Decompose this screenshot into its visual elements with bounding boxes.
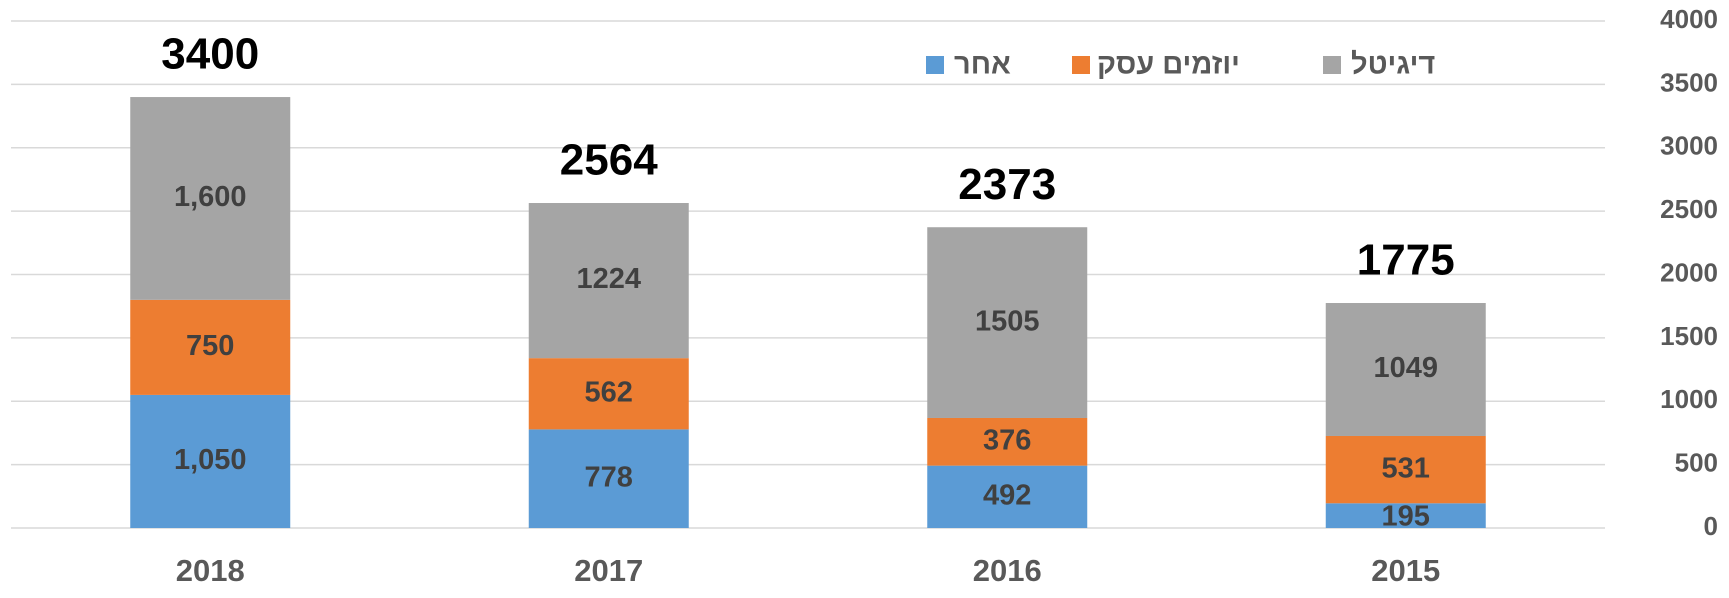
- y-tick-label: 2500: [1660, 194, 1718, 224]
- legend-label: יוזמים עסק: [1097, 49, 1240, 81]
- legend-label: דיגיטל: [1351, 49, 1435, 81]
- legend-swatch: [1072, 56, 1090, 74]
- y-tick-label: 3000: [1660, 131, 1718, 161]
- bar-segment: [130, 394, 291, 528]
- y-tick-label: 2000: [1660, 257, 1718, 287]
- y-tick-label: 1000: [1660, 384, 1718, 414]
- data-label: 1049: [1373, 352, 1438, 384]
- bar-segment: [130, 97, 291, 300]
- data-label: 1505: [975, 305, 1040, 337]
- bar-segment: [927, 227, 1088, 418]
- bar-segment: [1325, 435, 1486, 504]
- x-tick-label: 2018: [176, 553, 245, 588]
- data-label: 1,050: [174, 444, 247, 476]
- total-label: 2564: [560, 136, 658, 185]
- legend-swatch: [1323, 56, 1341, 74]
- legend-label: אחר: [954, 49, 1011, 81]
- data-label: 1224: [576, 263, 641, 295]
- data-label: 778: [585, 461, 633, 493]
- bar-segment: [130, 299, 291, 395]
- data-label: 195: [1382, 501, 1430, 533]
- y-tick-label: 1500: [1660, 321, 1718, 351]
- y-tick-label: 0: [1704, 511, 1718, 541]
- bar-segment: [927, 465, 1088, 528]
- bar-segment: [528, 429, 689, 528]
- data-label: 1,600: [174, 181, 247, 213]
- x-tick-label: 2016: [973, 553, 1042, 588]
- bar-segment: [927, 417, 1088, 466]
- data-label: 531: [1382, 452, 1430, 484]
- total-label: 1775: [1357, 236, 1455, 285]
- total-label: 3400: [161, 30, 259, 79]
- bar-segment: [1325, 303, 1486, 436]
- legend-swatch: [926, 56, 944, 74]
- y-tick-label: 500: [1675, 448, 1718, 478]
- total-label: 2373: [958, 160, 1056, 209]
- bar-segment: [528, 203, 689, 359]
- y-tick-label: 4000: [1660, 4, 1718, 34]
- bar-segment: [528, 358, 689, 430]
- bar-segment: [1325, 503, 1486, 528]
- data-label: 376: [983, 424, 1031, 456]
- data-label: 562: [585, 376, 633, 408]
- y-tick-label: 3500: [1660, 67, 1718, 97]
- data-label: 492: [983, 479, 1031, 511]
- data-label: 750: [186, 330, 234, 362]
- x-tick-label: 2017: [574, 553, 643, 588]
- x-tick-label: 2015: [1371, 553, 1440, 588]
